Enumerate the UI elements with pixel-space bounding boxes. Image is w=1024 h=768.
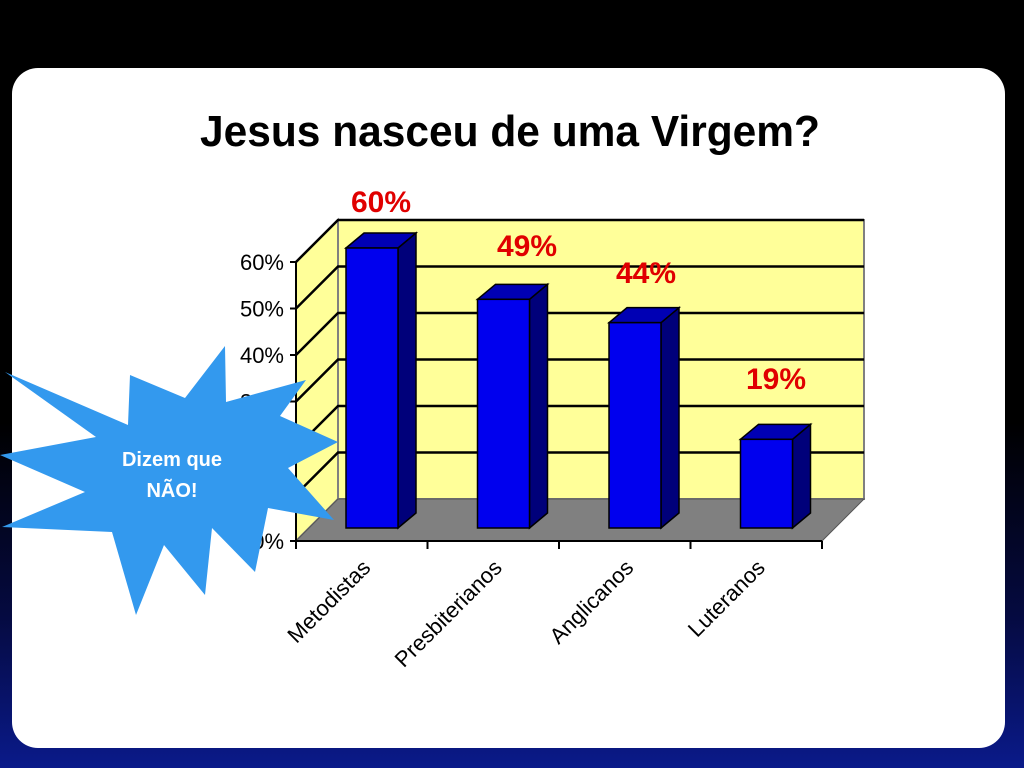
bar-front (608, 321, 662, 529)
gridline (295, 218, 864, 263)
bar-metodistas (343, 231, 419, 530)
data-label: 49% (497, 230, 557, 263)
bar-front (345, 247, 399, 529)
bar-luteranos (738, 422, 813, 530)
gridline (295, 265, 864, 310)
category-label: Luteranos (683, 555, 770, 642)
gridline (295, 311, 864, 356)
y-tick-label: 50% (240, 297, 284, 322)
bar-side (397, 231, 417, 530)
chart-title: Jesus nasceu de uma Virgem? (200, 107, 820, 156)
starburst-callout: Dizem que NÃO! (0, 346, 338, 615)
bar-presbiterianos (475, 282, 550, 530)
x-axis-categories: Metodistas Presbiterianos Anglicanos Lutera… (282, 555, 769, 672)
category-label: Metodistas (282, 555, 375, 648)
y-tick-label: 40% (240, 343, 284, 368)
data-labels: 60% 49% 44% 19% (351, 186, 806, 396)
bars (343, 231, 813, 530)
callout-line-2: NÃO! (146, 479, 197, 502)
starburst-shape (0, 346, 338, 615)
bar-anglicanos (606, 306, 682, 530)
data-label: 44% (616, 257, 676, 290)
bar-side (528, 282, 549, 530)
gridline (295, 358, 864, 403)
gridline (295, 451, 864, 496)
bar-front (476, 298, 531, 529)
callout-line-1: Dizem que (122, 449, 222, 471)
bar-side (791, 422, 812, 530)
category-label: Presbiterianos (390, 555, 507, 672)
data-label: 19% (746, 363, 806, 396)
data-label: 60% (351, 186, 411, 219)
bar-front (739, 438, 794, 529)
category-label: Anglicanos (544, 555, 638, 649)
bar-side (660, 306, 680, 530)
y-tick-label: 60% (240, 250, 284, 275)
